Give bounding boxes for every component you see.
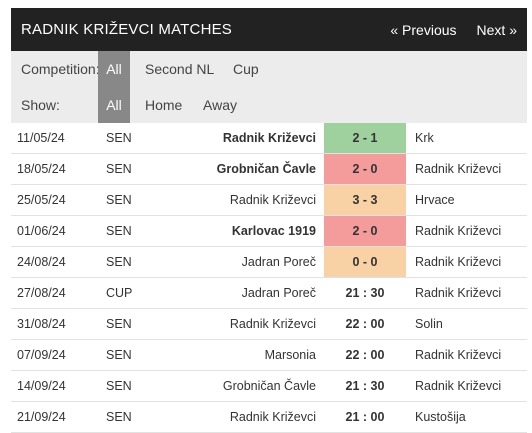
widget-header: RADNIK KRIŽEVCI MATCHES « Previous Next …	[11, 8, 527, 51]
show-option-all[interactable]: All	[98, 87, 130, 123]
match-row[interactable]: 27/08/24 CUP Jadran Poreč 21 : 30 Radnik Kri…	[11, 277, 527, 309]
match-date: 07/09/24	[11, 339, 106, 371]
away-team: Radnik Križevci	[406, 246, 527, 278]
match-score: 3 - 3	[324, 184, 406, 216]
match-competition: SEN	[106, 153, 166, 185]
match-date: 11/05/24	[11, 123, 106, 154]
match-competition: SEN	[106, 246, 166, 278]
matches-table: 11/05/24 SEN Radnik Križevci 2 - 1 Krk 18/05/…	[11, 123, 527, 433]
match-row[interactable]: 31/08/24 SEN Radnik Križevci 22 : 00 Solin	[11, 308, 527, 340]
match-competition: SEN	[106, 339, 166, 371]
match-date: 18/05/24	[11, 153, 106, 185]
match-row[interactable]: 18/05/24 SEN Grobničan Čavle 2 - 0 Radnik Kr…	[11, 153, 527, 185]
away-team: Krk	[406, 123, 527, 154]
home-team: Jadran Poreč	[166, 277, 324, 309]
match-score: 22 : 00	[324, 308, 406, 340]
match-date: 31/08/24	[11, 308, 106, 340]
next-link[interactable]: Next »	[476, 21, 517, 38]
competition-option-cup[interactable]: Cup	[233, 61, 259, 77]
show-option-away[interactable]: Away	[203, 97, 237, 113]
away-team: Radnik Križevci	[406, 153, 527, 185]
match-row[interactable]: 11/05/24 SEN Radnik Križevci 2 - 1 Krk	[11, 123, 527, 154]
home-team: Jadran Poreč	[166, 246, 324, 278]
away-team: Radnik Križevci	[406, 370, 527, 402]
match-row[interactable]: 14/09/24 SEN Grobničan Čavle 21 : 30 Radnik …	[11, 370, 527, 402]
match-score: 0 - 0	[324, 246, 406, 278]
previous-link[interactable]: « Previous	[390, 21, 457, 38]
away-team: Hrvace	[406, 184, 527, 216]
match-date: 01/06/24	[11, 215, 106, 247]
match-date: 25/05/24	[11, 184, 106, 216]
match-row[interactable]: 24/08/24 SEN Jadran Poreč 0 - 0 Radnik Križe…	[11, 246, 527, 278]
match-competition: SEN	[106, 184, 166, 216]
home-team: Karlovac 1919	[166, 215, 324, 247]
match-competition: SEN	[106, 370, 166, 402]
home-team: Radnik Križevci	[166, 308, 324, 340]
match-row[interactable]: 01/06/24 SEN Karlovac 1919 2 - 0 Radnik Križ…	[11, 215, 527, 247]
match-date: 24/08/24	[11, 246, 106, 278]
match-date: 14/09/24	[11, 370, 106, 402]
competition-option-all[interactable]: All	[98, 51, 130, 87]
match-competition: CUP	[106, 277, 166, 309]
show-filter-row: Show: All Home Away	[11, 87, 527, 123]
away-team: Radnik Križevci	[406, 339, 527, 371]
match-score: 22 : 00	[324, 339, 406, 371]
filter-bar: Competition: All Second NL Cup Show: All…	[11, 51, 527, 123]
show-label: Show:	[21, 97, 60, 113]
competition-filter-row: Competition: All Second NL Cup	[11, 51, 527, 87]
match-score: 21 : 30	[324, 277, 406, 309]
match-date: 27/08/24	[11, 277, 106, 309]
matches-table-body: 11/05/24 SEN Radnik Križevci 2 - 1 Krk 18/05/…	[11, 123, 527, 433]
away-team: Radnik Križevci	[406, 277, 527, 309]
match-row[interactable]: 25/05/24 SEN Radnik Križevci 3 - 3 Hrvace	[11, 184, 527, 216]
match-competition: SEN	[106, 215, 166, 247]
match-score: 2 - 1	[324, 123, 406, 154]
match-row[interactable]: 07/09/24 SEN Marsonia 22 : 00 Radnik Križevc…	[11, 339, 527, 371]
match-score: 2 - 0	[324, 215, 406, 247]
show-option-home[interactable]: Home	[145, 97, 183, 113]
away-team: Solin	[406, 308, 527, 340]
home-team: Grobničan Čavle	[166, 153, 324, 185]
match-competition: SEN	[106, 308, 166, 340]
home-team: Grobničan Čavle	[166, 370, 324, 402]
away-team: Radnik Križevci	[406, 215, 527, 247]
match-competition: SEN	[106, 123, 166, 154]
match-score: 2 - 0	[324, 153, 406, 185]
home-team: Radnik Križevci	[166, 123, 324, 154]
home-team: Marsonia	[166, 339, 324, 371]
competition-option-second-nl[interactable]: Second NL	[145, 61, 215, 77]
competition-label: Competition:	[21, 61, 100, 77]
match-score: 21 : 30	[324, 370, 406, 402]
widget-title: RADNIK KRIŽEVCI MATCHES	[21, 21, 233, 38]
home-team: Radnik Križevci	[166, 184, 324, 216]
